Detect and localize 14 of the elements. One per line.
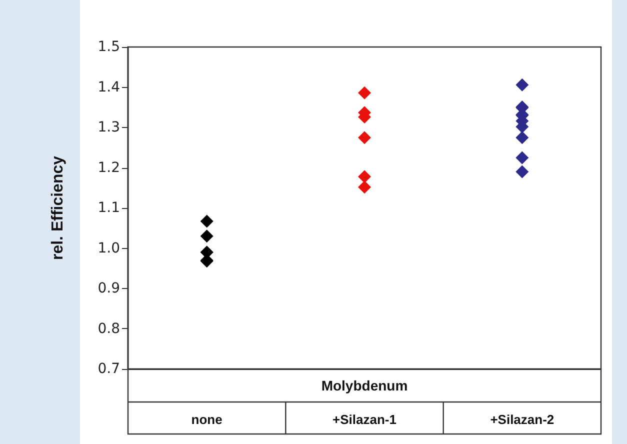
x-axis-title: Molybdenum	[321, 378, 408, 394]
y-tick-label: 1.1	[98, 200, 120, 216]
y-tick-label: 1.2	[98, 160, 120, 176]
y-tick-label: 1.4	[98, 79, 120, 96]
x-tick-label: none	[191, 412, 222, 427]
y-tick-label: 1.3	[98, 120, 120, 136]
y-axis-title: rel. Efficiency	[50, 156, 66, 260]
y-tick-label: 1.5	[98, 39, 120, 55]
x-tick-label: +Silazan-2	[490, 412, 554, 427]
y-tick-label: 0.8	[98, 320, 120, 337]
y-tick-label: 1.0	[98, 240, 120, 256]
x-tick-label: +Silazan-1	[332, 412, 396, 427]
y-tick-label: 0.9	[98, 280, 120, 296]
y-tick-label: 0.7	[98, 361, 120, 377]
